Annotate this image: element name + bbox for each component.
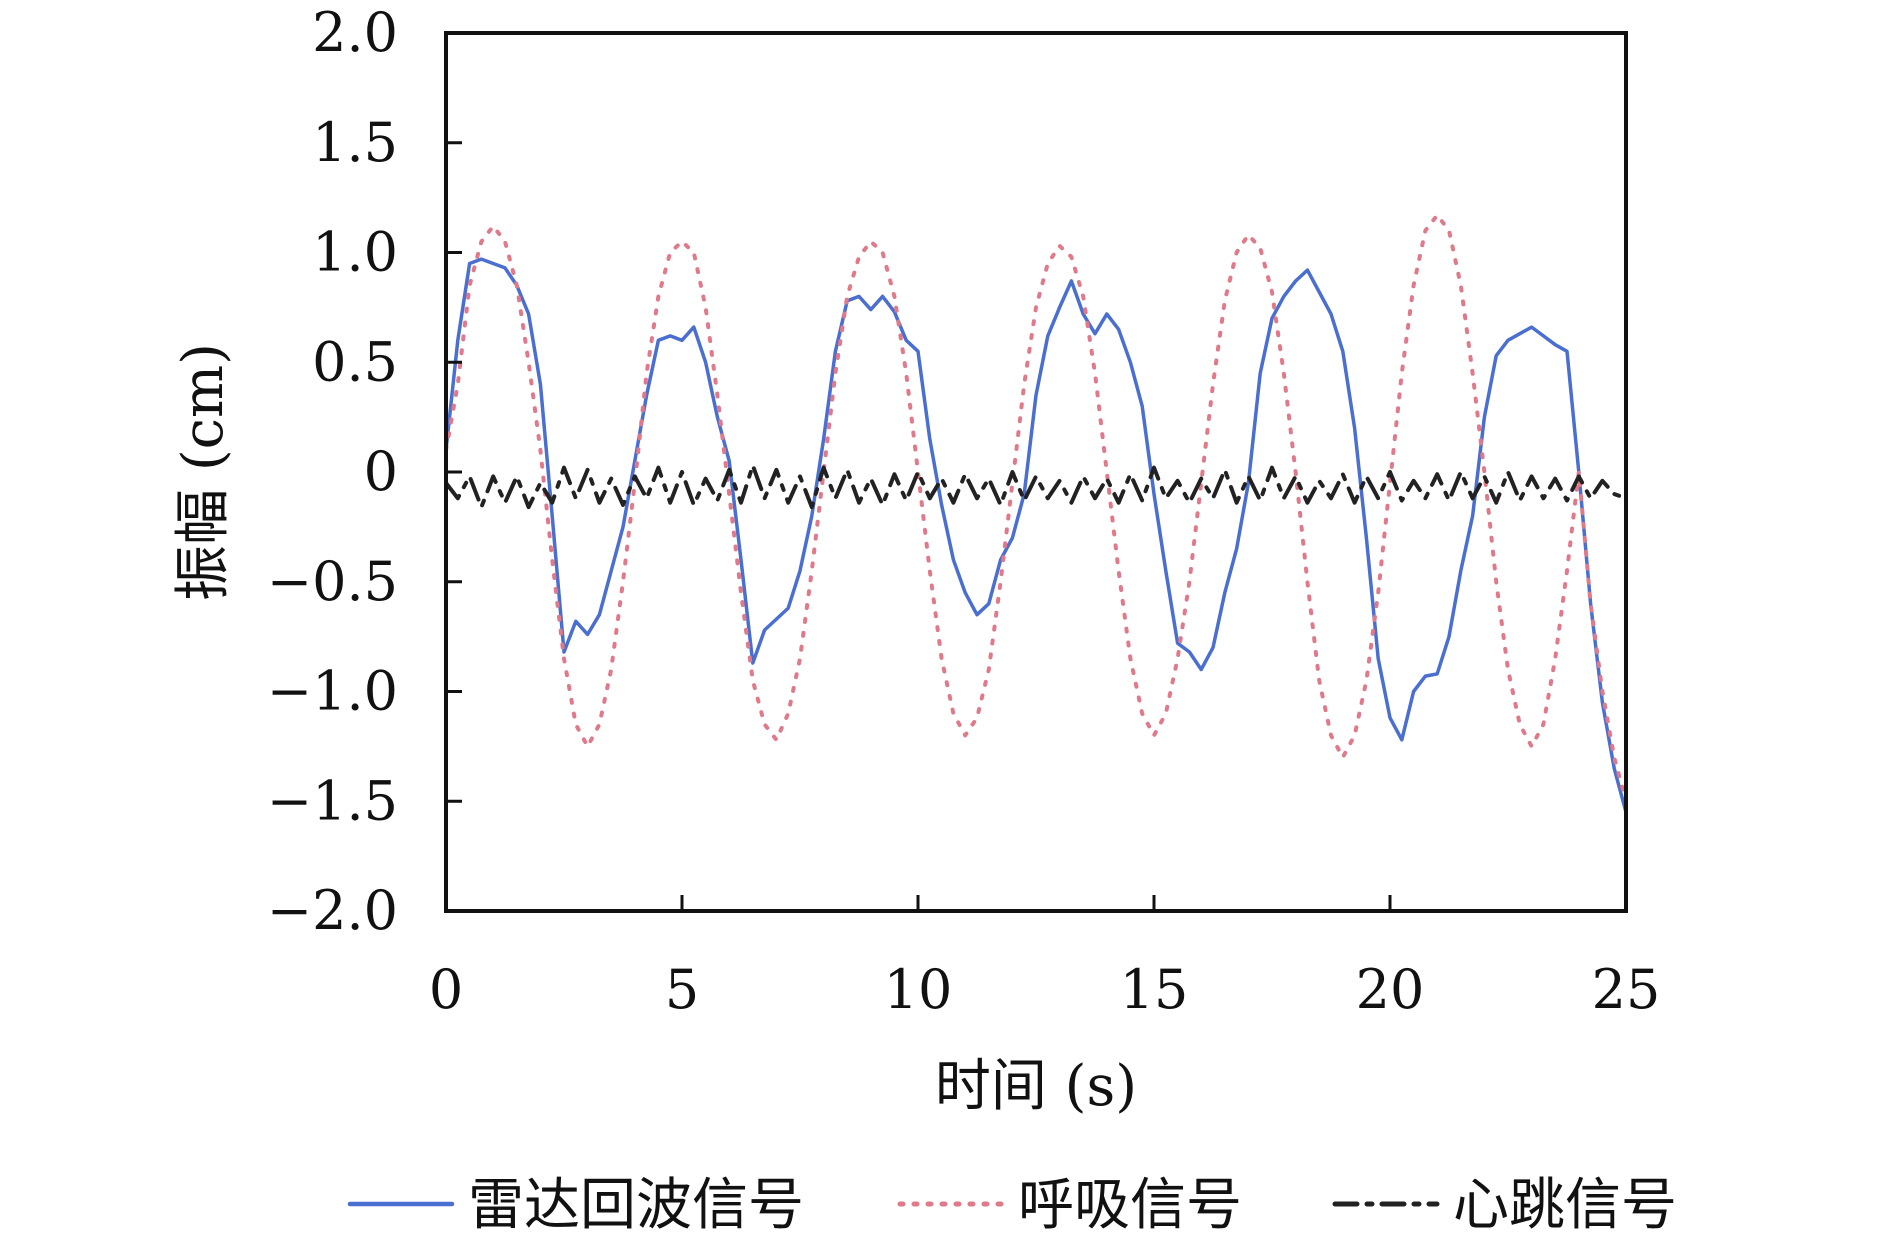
plot-content [444, 213, 1628, 814]
x-tick-label: 25 [1592, 958, 1661, 1021]
y-tick-label: −1.0 [267, 660, 398, 723]
y-tick-label: 2.0 [312, 1, 398, 64]
axis-ticks: 2.0 1.5 1.0 0.5 0 −0.5 −1.0 −1.5 −2.0 0 5 10 15 20 25 [267, 1, 1660, 1021]
legend-label-1: 雷达回波信号 [468, 1173, 804, 1238]
y-tick-label: 1.5 [312, 111, 398, 174]
y-tick-label: −1.5 [267, 769, 398, 832]
y-axis-label: 振幅 (cm) [171, 343, 236, 601]
x-tick-label: 0 [429, 958, 463, 1021]
y-tick-label: 1.0 [312, 221, 398, 284]
series-line-2 [444, 213, 1628, 804]
x-tick-label: 10 [884, 958, 953, 1021]
legend-label-3: 心跳信号 [1453, 1173, 1677, 1238]
x-tick-label: 20 [1356, 958, 1425, 1021]
legend: 雷达回波信号 呼吸信号 心跳信号 [347, 1173, 1677, 1238]
legend-label-2: 呼吸信号 [1018, 1173, 1242, 1238]
series-line-3 [444, 463, 1628, 510]
y-tick-label: −2.0 [267, 879, 398, 942]
series-line-1 [444, 257, 1628, 814]
x-axis-label: 时间 (s) [935, 1054, 1137, 1119]
plot-frame [444, 31, 1628, 913]
x-tick-label: 15 [1120, 958, 1189, 1021]
y-tick-label: −0.5 [267, 550, 398, 613]
x-tick-label: 5 [665, 958, 699, 1021]
y-tick-label: 0 [364, 440, 398, 503]
y-tick-label: 0.5 [312, 330, 398, 393]
